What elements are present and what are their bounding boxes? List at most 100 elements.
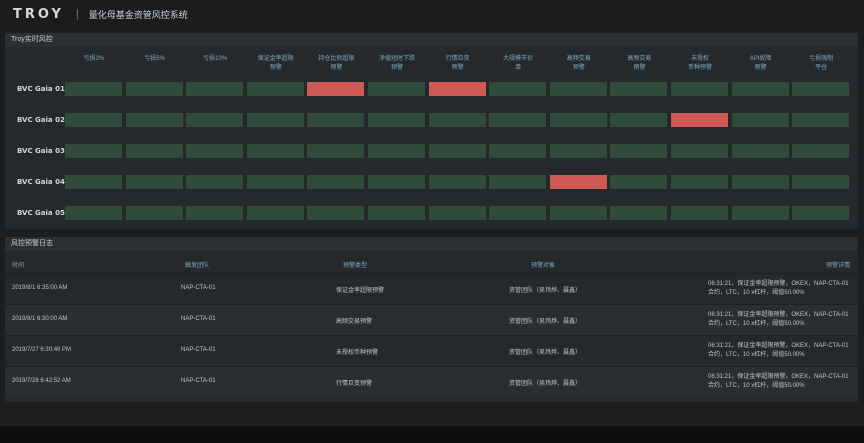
column-header-line: 高频交易 [566, 56, 591, 62]
risk-cell[interactable] [731, 82, 789, 96]
column-header: 未授权 币种预警 [670, 55, 730, 73]
risk-cell[interactable] [549, 144, 607, 158]
risk-cell[interactable] [65, 175, 122, 189]
column-header-line: 预警 [754, 65, 767, 71]
bottom-bar [0, 426, 864, 443]
risk-cell[interactable] [428, 175, 486, 189]
column-header-line: 预警 [633, 65, 646, 71]
log-type: 高频交易预警 [336, 319, 373, 325]
risk-cell[interactable] [246, 175, 304, 189]
column-header-line: 预警 [572, 65, 585, 71]
column-header-line: 预警 [390, 65, 403, 71]
risk-cell[interactable] [246, 82, 304, 96]
risk-cell[interactable] [610, 144, 668, 158]
risk-cell[interactable] [368, 113, 425, 127]
risk-cell[interactable] [186, 113, 244, 127]
risk-cell[interactable] [549, 82, 607, 96]
column-header-line: API故障 [749, 56, 772, 62]
risk-cell[interactable] [489, 82, 547, 96]
risk-cell[interactable] [489, 113, 547, 127]
risk-cell-alert[interactable] [671, 113, 728, 127]
log-row[interactable]: 2019/8/1 6:35:00 AM NAP-CTA-01 保证金率超限预警 资管团… [5, 273, 858, 304]
risk-cell[interactable] [368, 175, 425, 189]
column-header-line: 亏损强制 [809, 56, 834, 62]
risk-cell[interactable] [307, 113, 365, 127]
risk-cell[interactable] [731, 144, 789, 158]
risk-cell[interactable] [792, 113, 850, 127]
risk-cell[interactable] [428, 113, 486, 127]
log-team: NAP-CTA-01 [181, 347, 216, 353]
risk-cell[interactable] [671, 175, 728, 189]
log-header-target: 预警对象 [531, 263, 556, 269]
column-header: 大规模市价单 [488, 55, 548, 73]
risk-cell-alert[interactable] [549, 175, 607, 189]
log-time: 2019/8/1 6:30:00 AM [12, 316, 68, 322]
risk-cell[interactable] [792, 206, 850, 220]
risk-cell[interactable] [307, 175, 365, 189]
risk-cell-alert[interactable] [428, 82, 486, 96]
risk-cell[interactable] [792, 82, 850, 96]
log-row[interactable]: 2019/7/27 6:30:46 PM NAP-CTA-01 未授权币种预警 资管团… [5, 335, 858, 366]
column-header-line: 预警 [451, 65, 464, 71]
risk-cell[interactable] [610, 82, 668, 96]
risk-cell[interactable] [246, 206, 304, 220]
risk-cell[interactable] [792, 175, 850, 189]
risk-cell[interactable] [307, 144, 365, 158]
column-header: 高频交易 预警 [549, 55, 609, 73]
risk-cell[interactable] [125, 175, 183, 189]
risk-cell[interactable] [731, 175, 789, 189]
log-detail-line: 合约，LTC，10 x杠杆，阈值50.00% [708, 383, 805, 389]
risk-cell[interactable] [792, 144, 850, 158]
risk-cell[interactable] [671, 144, 728, 158]
column-header-line: 亏损5% [144, 56, 165, 62]
risk-cell[interactable] [186, 144, 244, 158]
risk-cell[interactable] [368, 82, 425, 96]
log-time: 2019/7/28 6:42:52 AM [12, 378, 71, 384]
risk-cell[interactable] [186, 175, 244, 189]
risk-cell[interactable] [549, 113, 607, 127]
risk-cell[interactable] [65, 144, 122, 158]
risk-cell[interactable] [125, 82, 183, 96]
risk-cell[interactable] [125, 113, 183, 127]
risk-cell[interactable] [610, 113, 668, 127]
risk-cell[interactable] [428, 206, 486, 220]
log-row[interactable]: 2019/8/1 6:30:00 AM NAP-CTA-01 高频交易预警 资管团队（… [5, 304, 858, 335]
column-header-line: 币种预警 [687, 65, 712, 71]
risk-cell[interactable] [731, 206, 789, 220]
risk-cell[interactable] [125, 144, 183, 158]
log-panel-title: 风控预警日志 [5, 237, 858, 251]
risk-cell[interactable] [186, 82, 244, 96]
risk-cell[interactable] [246, 144, 304, 158]
troy-logo: TROY [13, 6, 64, 22]
risk-cell[interactable] [671, 82, 728, 96]
column-header-line: 预警 [330, 65, 343, 71]
risk-cell[interactable] [368, 206, 425, 220]
column-header: 保证金率超限 预警 [246, 55, 306, 73]
risk-cell[interactable] [307, 206, 365, 220]
risk-cell[interactable] [186, 206, 244, 220]
risk-cell-alert[interactable] [307, 82, 365, 96]
log-detail: 06:31:21，保证金率超限预警，OKEX，NAP-CTA-01 合约，LTC，… [708, 280, 850, 298]
risk-cell[interactable] [610, 175, 668, 189]
log-header-team: 触发团队 [185, 263, 210, 269]
column-header: 亏损2% [64, 55, 124, 64]
column-header: 行情巨变 预警 [428, 55, 488, 73]
risk-cell[interactable] [125, 206, 183, 220]
column-header: 亏损5% [125, 55, 185, 64]
risk-cell[interactable] [368, 144, 425, 158]
risk-cell[interactable] [731, 113, 789, 127]
risk-cell[interactable] [65, 82, 122, 96]
risk-cell[interactable] [65, 206, 122, 220]
risk-cell[interactable] [549, 206, 607, 220]
risk-cell[interactable] [489, 206, 547, 220]
risk-cell[interactable] [246, 113, 304, 127]
risk-cell[interactable] [671, 206, 728, 220]
risk-cell[interactable] [610, 206, 668, 220]
row-label: BVC Gaia 04 [17, 178, 65, 186]
log-detail-line: 06:31:21，保证金率超限预警，OKEX，NAP-CTA-01 [708, 343, 849, 349]
risk-cell[interactable] [65, 113, 122, 127]
risk-cell[interactable] [489, 144, 547, 158]
risk-cell[interactable] [489, 175, 547, 189]
log-row[interactable]: 2019/7/28 6:42:52 AM NAP-CTA-01 行情巨变预警 资管团队… [5, 366, 858, 397]
risk-cell[interactable] [428, 144, 486, 158]
